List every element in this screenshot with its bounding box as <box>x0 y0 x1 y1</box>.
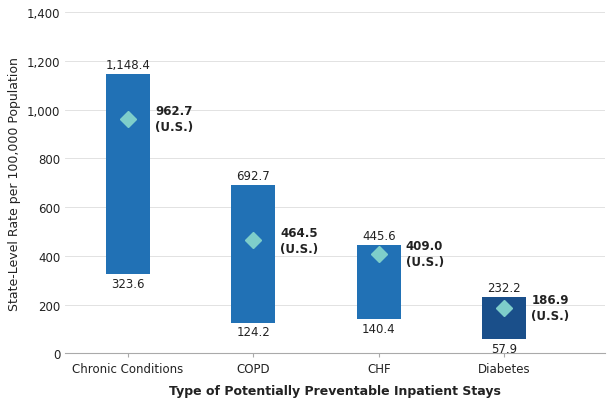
Bar <box>106 75 150 275</box>
Text: 124.2: 124.2 <box>237 326 270 339</box>
Text: 692.7: 692.7 <box>237 169 270 182</box>
Text: 445.6: 445.6 <box>362 229 395 242</box>
Text: 1,148.4: 1,148.4 <box>105 59 150 72</box>
Text: 323.6: 323.6 <box>111 277 145 290</box>
Bar <box>482 297 527 339</box>
Bar <box>232 185 275 323</box>
X-axis label: Type of Potentially Preventable Inpatient Stays: Type of Potentially Preventable Inpatien… <box>169 384 501 396</box>
Text: 464.5
(U.S.): 464.5 (U.S.) <box>280 226 319 255</box>
Y-axis label: State-Level Rate per 100,000 Population: State-Level Rate per 100,000 Population <box>9 57 21 310</box>
Text: 962.7
(U.S.): 962.7 (U.S.) <box>155 105 193 134</box>
Bar <box>357 245 401 319</box>
Text: 409.0
(U.S.): 409.0 (U.S.) <box>406 240 444 269</box>
Text: 186.9
(U.S.): 186.9 (U.S.) <box>531 294 569 322</box>
Text: 57.9: 57.9 <box>491 342 517 355</box>
Text: 140.4: 140.4 <box>362 322 395 335</box>
Text: 232.2: 232.2 <box>487 281 521 294</box>
